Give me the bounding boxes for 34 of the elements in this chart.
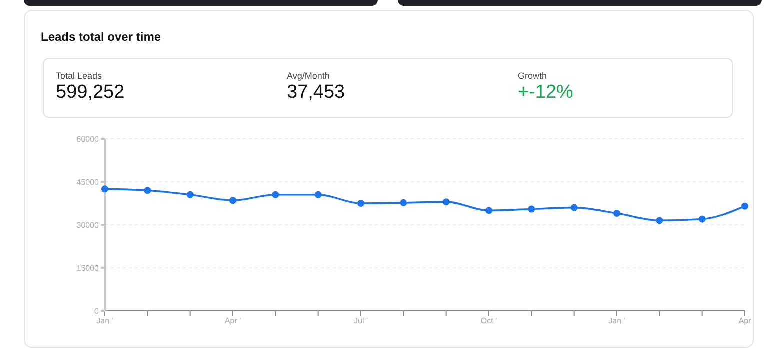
point [742,202,748,210]
text: +-12% [518,82,574,104]
x-tick-label: Apr ' [224,316,242,326]
x-tick-label: Jul ' [354,316,368,326]
y-tick-label: 30000 [76,220,100,230]
point [230,197,236,204]
point [570,204,578,212]
x-tick-label: Jan ' [608,316,626,326]
text: Avg/Month [287,71,331,81]
point [314,191,322,198]
y-tick-label: 60000 [76,134,100,144]
text: Growth [518,71,548,81]
point [144,187,152,194]
text: 599,252 [56,82,125,104]
y-tick-label: 45000 [76,178,100,187]
point [442,198,450,206]
point [358,200,364,207]
text: Total Leads [56,71,104,81]
point [528,206,536,213]
x-tick-label: Jan ' [96,316,114,326]
point [186,191,194,198]
point [400,199,408,206]
point [486,207,492,214]
text: 37,453 [287,82,346,104]
y-tick-label: 0 [94,306,100,316]
x-tick-label: Apr [738,316,752,326]
point [102,186,108,193]
x-tick-label: Oct ' [480,316,498,326]
y-tick-label: 15000 [76,264,100,273]
point [272,191,280,198]
text: Leads total over time [41,30,162,44]
point [656,217,664,224]
point [698,216,706,223]
point [614,210,620,218]
